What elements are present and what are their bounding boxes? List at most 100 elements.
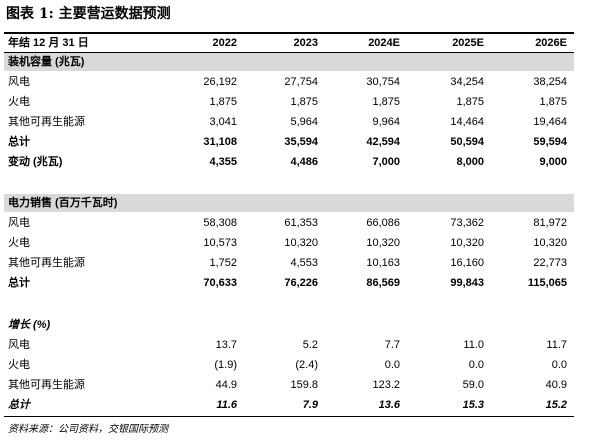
row-label: 其他可再生能源 xyxy=(8,116,85,128)
column-label: 年结 12 月 31 日 xyxy=(8,37,89,49)
row-value: 4,355 xyxy=(209,156,237,168)
header-row: 年结 12 月 31 日 2022 2023 2024E 2025E 2026E xyxy=(4,32,574,53)
row-value: 123.2 xyxy=(372,379,400,391)
row-value: 26,192 xyxy=(203,76,237,88)
column-value: 2022 xyxy=(212,37,237,49)
row-value: 50,594 xyxy=(450,136,484,148)
table-row: 火电 10,573 10,320 10,320 10,320 10,320 xyxy=(4,233,574,253)
row-value: 10,320 xyxy=(284,237,318,249)
row-value: 7,000 xyxy=(372,156,400,168)
row-value: 10,573 xyxy=(203,237,237,249)
row-value: 99,843 xyxy=(450,277,484,289)
row-value: 5.2 xyxy=(302,339,318,351)
row-value: 9,000 xyxy=(539,156,567,168)
row-value: 1,875 xyxy=(539,96,567,108)
row-value: 7.9 xyxy=(302,399,318,411)
table-row: 总计 11.6 7.9 13.6 15.3 15.2 xyxy=(4,395,574,415)
row-value: 4,553 xyxy=(290,257,318,269)
row-value: 76,226 xyxy=(284,277,318,289)
section-header: 增长 (%) xyxy=(4,316,574,334)
section-title: 装机容量 (兆瓦) xyxy=(8,56,85,68)
column-value: 2026E xyxy=(535,37,567,49)
column-value: 2023 xyxy=(293,37,318,49)
row-value: 13.7 xyxy=(215,339,237,351)
row-value: 22,773 xyxy=(533,257,567,269)
table-row: 总计 70,633 76,226 86,569 99,843 115,065 xyxy=(4,273,574,293)
row-value: 59.0 xyxy=(462,379,484,391)
row-value: 42,594 xyxy=(366,136,400,148)
row-value: 10,320 xyxy=(366,237,400,249)
row-value: 1,875 xyxy=(456,96,484,108)
row-value: 11.6 xyxy=(216,399,237,411)
table-row: 风电 58,308 61,353 66,086 73,362 81,972 xyxy=(4,213,574,233)
row-value: 4,486 xyxy=(290,156,318,168)
row-label: 总计 xyxy=(8,399,30,411)
row-value: 11.7 xyxy=(546,339,567,351)
row-value: 11.0 xyxy=(463,339,484,351)
row-label: 其他可再生能源 xyxy=(8,257,85,269)
row-value: 0.0 xyxy=(551,359,567,371)
row-value: 1,875 xyxy=(209,96,237,108)
column-value: 2025E xyxy=(452,37,484,49)
row-value: 0.0 xyxy=(384,359,400,371)
row-value: 115,065 xyxy=(527,277,567,289)
section-title: 电力销售 (百万千瓦时) xyxy=(8,197,118,209)
row-value: 19,464 xyxy=(533,116,567,128)
row-value: 44.9 xyxy=(215,379,237,391)
row-label: 风电 xyxy=(8,339,30,351)
row-value: 58,308 xyxy=(203,217,237,229)
row-label: 火电 xyxy=(8,359,30,371)
row-value: 61,353 xyxy=(284,217,318,229)
row-value: 1,875 xyxy=(290,96,318,108)
table-row: 其他可再生能源 44.9 159.8 123.2 59.0 40.9 xyxy=(4,375,574,395)
row-value: 30,754 xyxy=(366,76,400,88)
row-value: 59,594 xyxy=(533,136,567,148)
row-value: 8,000 xyxy=(456,156,484,168)
row-label: 其他可再生能源 xyxy=(8,379,85,391)
row-value: 40.9 xyxy=(545,379,567,391)
table-row: 风电 13.7 5.2 7.7 11.0 11.7 xyxy=(4,335,574,355)
row-value: 10,163 xyxy=(366,257,400,269)
row-value: 70,633 xyxy=(203,277,237,289)
row-value: 15.2 xyxy=(545,399,567,411)
row-value: 159.8 xyxy=(290,379,318,391)
row-value: (1.9) xyxy=(214,359,237,371)
row-label: 变动 (兆瓦) xyxy=(8,156,63,168)
row-label: 总计 xyxy=(8,277,30,289)
row-value: 1,752 xyxy=(209,257,237,269)
row-label: 火电 xyxy=(8,237,30,249)
row-value: 38,254 xyxy=(533,76,567,88)
row-value: 9,964 xyxy=(372,116,400,128)
table-row: 总计 31,108 35,594 42,594 50,594 59,594 xyxy=(4,132,574,152)
table-row: 其他可再生能源 3,041 5,964 9,964 14,464 19,464 xyxy=(4,112,574,132)
row-value: 81,972 xyxy=(533,217,567,229)
row-value: 66,086 xyxy=(366,217,400,229)
row-value: 14,464 xyxy=(450,116,484,128)
bottom-rule xyxy=(4,416,574,417)
row-label: 火电 xyxy=(8,96,30,108)
row-value: 34,254 xyxy=(450,76,484,88)
row-value: 0.0 xyxy=(468,359,484,371)
row-value: 10,320 xyxy=(450,237,484,249)
row-value: 73,362 xyxy=(450,217,484,229)
row-value: 35,594 xyxy=(284,136,318,148)
row-value: 86,569 xyxy=(366,277,400,289)
row-value: 13.6 xyxy=(378,399,400,411)
table-row: 火电 1,875 1,875 1,875 1,875 1,875 xyxy=(4,92,574,112)
table-row: 变动 (兆瓦) 4,355 4,486 7,000 8,000 9,000 xyxy=(4,152,574,172)
row-value: 5,964 xyxy=(290,116,318,128)
row-value: 1,875 xyxy=(372,96,400,108)
row-value: 27,754 xyxy=(284,76,318,88)
title: 图表 1: 主要营运数据预测 xyxy=(6,6,171,22)
row-label: 风电 xyxy=(8,217,30,229)
row-value: 10,320 xyxy=(533,237,567,249)
table-row: 火电 (1.9) (2.4) 0.0 0.0 0.0 xyxy=(4,355,574,375)
table-row: 风电 26,192 27,754 30,754 34,254 38,254 xyxy=(4,72,574,92)
row-value: (2.4) xyxy=(295,359,318,371)
row-value: 15.3 xyxy=(462,399,484,411)
row-value: 16,160 xyxy=(450,257,484,269)
row-value: 7.7 xyxy=(384,339,400,351)
row-label: 风电 xyxy=(8,76,30,88)
column-value: 2024E xyxy=(368,37,400,49)
